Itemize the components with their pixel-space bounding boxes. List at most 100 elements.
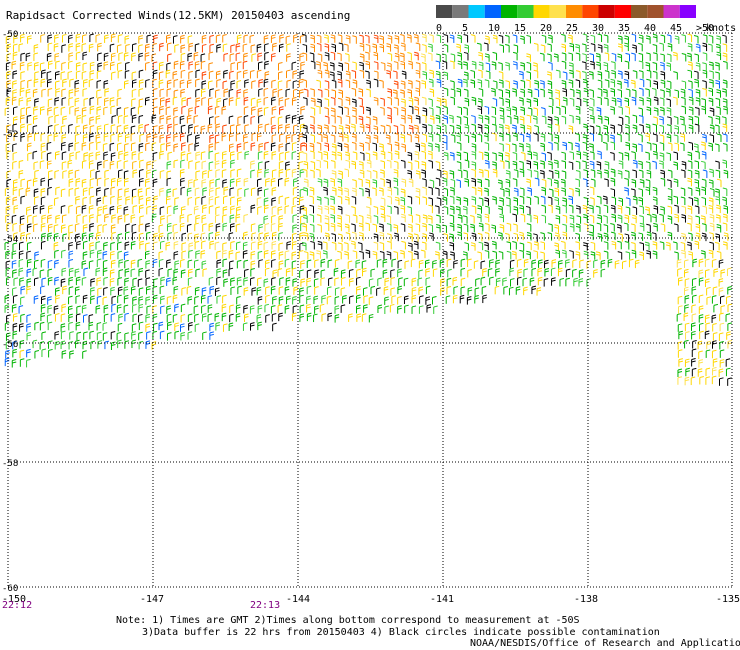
wind-barb bbox=[380, 150, 386, 160]
wind-barb bbox=[645, 186, 651, 196]
wind-barb bbox=[693, 35, 699, 44]
wind-barb bbox=[520, 124, 525, 133]
wind-barb bbox=[470, 34, 476, 43]
wind-barb bbox=[442, 177, 448, 187]
wind-barb bbox=[694, 78, 699, 88]
wind-barb bbox=[96, 177, 102, 187]
wind-barb bbox=[694, 169, 700, 179]
wind-barb bbox=[293, 286, 299, 295]
wind-barb bbox=[257, 168, 262, 178]
wind-barb bbox=[195, 170, 201, 179]
wind-barb bbox=[302, 133, 308, 143]
wind-barb bbox=[88, 232, 94, 242]
wind-barb bbox=[595, 205, 601, 215]
wind-barb bbox=[474, 295, 479, 304]
wind-barb bbox=[484, 124, 490, 133]
wind-barb bbox=[309, 214, 315, 223]
wind-barb bbox=[132, 43, 137, 52]
wind-barb bbox=[271, 52, 276, 62]
wind-barb bbox=[249, 70, 255, 79]
wind-barb bbox=[358, 222, 364, 232]
wind-barb bbox=[222, 258, 228, 268]
wind-barb bbox=[573, 277, 578, 287]
wind-barb bbox=[89, 105, 95, 115]
wind-barb bbox=[575, 205, 581, 214]
wind-barb bbox=[81, 304, 87, 314]
wind-barb bbox=[687, 232, 693, 242]
wind-barb bbox=[726, 267, 732, 277]
wind-barb bbox=[597, 44, 603, 53]
wind-barb bbox=[19, 61, 25, 71]
wind-barb bbox=[427, 124, 433, 133]
wind-barb bbox=[41, 295, 46, 305]
wind-barb bbox=[581, 43, 587, 52]
wind-barb bbox=[306, 259, 312, 269]
wind-barb bbox=[61, 303, 66, 313]
legend-label: 5 bbox=[462, 23, 468, 34]
wind-barb bbox=[47, 78, 52, 88]
wind-barb bbox=[695, 215, 700, 224]
wind-barb bbox=[41, 277, 47, 287]
wind-barb bbox=[464, 134, 470, 143]
wind-barb bbox=[34, 277, 39, 286]
wind-barb bbox=[166, 177, 172, 187]
wind-barb bbox=[700, 250, 706, 259]
wind-barb bbox=[138, 313, 143, 323]
wind-barb bbox=[172, 294, 178, 304]
wind-barb bbox=[208, 196, 214, 205]
wind-barb bbox=[505, 187, 510, 197]
wind-barb bbox=[250, 277, 255, 286]
wind-barb bbox=[257, 123, 263, 133]
wind-barb bbox=[20, 178, 26, 188]
wind-barb bbox=[62, 285, 67, 295]
wind-barb bbox=[324, 43, 330, 52]
wind-barb bbox=[555, 97, 561, 107]
wind-barb bbox=[582, 141, 588, 151]
wind-barb bbox=[429, 179, 435, 188]
wind-barb bbox=[624, 97, 630, 107]
wind-barb bbox=[173, 115, 178, 125]
wind-barb bbox=[652, 241, 658, 250]
wind-barb bbox=[537, 276, 543, 286]
wind-barb bbox=[380, 169, 385, 178]
wind-barb bbox=[165, 241, 171, 251]
wind-barb bbox=[408, 124, 414, 134]
wind-barb bbox=[478, 52, 483, 61]
wind-barb bbox=[387, 233, 392, 242]
wind-barb bbox=[309, 223, 315, 233]
wind-barb bbox=[519, 97, 524, 106]
wind-barb bbox=[103, 276, 108, 286]
wind-barb bbox=[561, 105, 566, 115]
wind-barb bbox=[145, 187, 151, 196]
wind-barb bbox=[435, 60, 441, 70]
wind-barb bbox=[263, 96, 269, 106]
wind-barb bbox=[590, 60, 595, 70]
wind-barb bbox=[96, 331, 102, 341]
wind-barb bbox=[188, 268, 193, 278]
wind-barb bbox=[691, 304, 696, 313]
wind-barb bbox=[235, 304, 241, 313]
wind-barb bbox=[499, 44, 504, 53]
wind-barb bbox=[131, 71, 137, 80]
wind-barb bbox=[597, 133, 603, 143]
wind-barb bbox=[104, 340, 110, 350]
wind-barb bbox=[515, 286, 521, 295]
wind-barb bbox=[603, 204, 609, 214]
wind-barb bbox=[323, 61, 328, 71]
wind-barb bbox=[187, 277, 193, 286]
wind-barb bbox=[131, 151, 137, 160]
legend-label: 25 bbox=[566, 23, 578, 34]
wind-barb bbox=[271, 206, 277, 215]
wind-barb bbox=[27, 123, 32, 133]
wind-barb bbox=[541, 34, 547, 44]
wind-barb bbox=[104, 187, 109, 197]
wind-barb bbox=[124, 143, 129, 152]
wind-barb bbox=[344, 53, 350, 62]
wind-barb bbox=[324, 124, 329, 133]
wind-barb bbox=[511, 250, 517, 260]
wind-barb bbox=[131, 323, 137, 332]
wind-barb bbox=[159, 105, 164, 115]
wind-barb bbox=[243, 313, 249, 322]
wind-barb bbox=[716, 106, 721, 115]
wind-barb bbox=[373, 215, 379, 224]
